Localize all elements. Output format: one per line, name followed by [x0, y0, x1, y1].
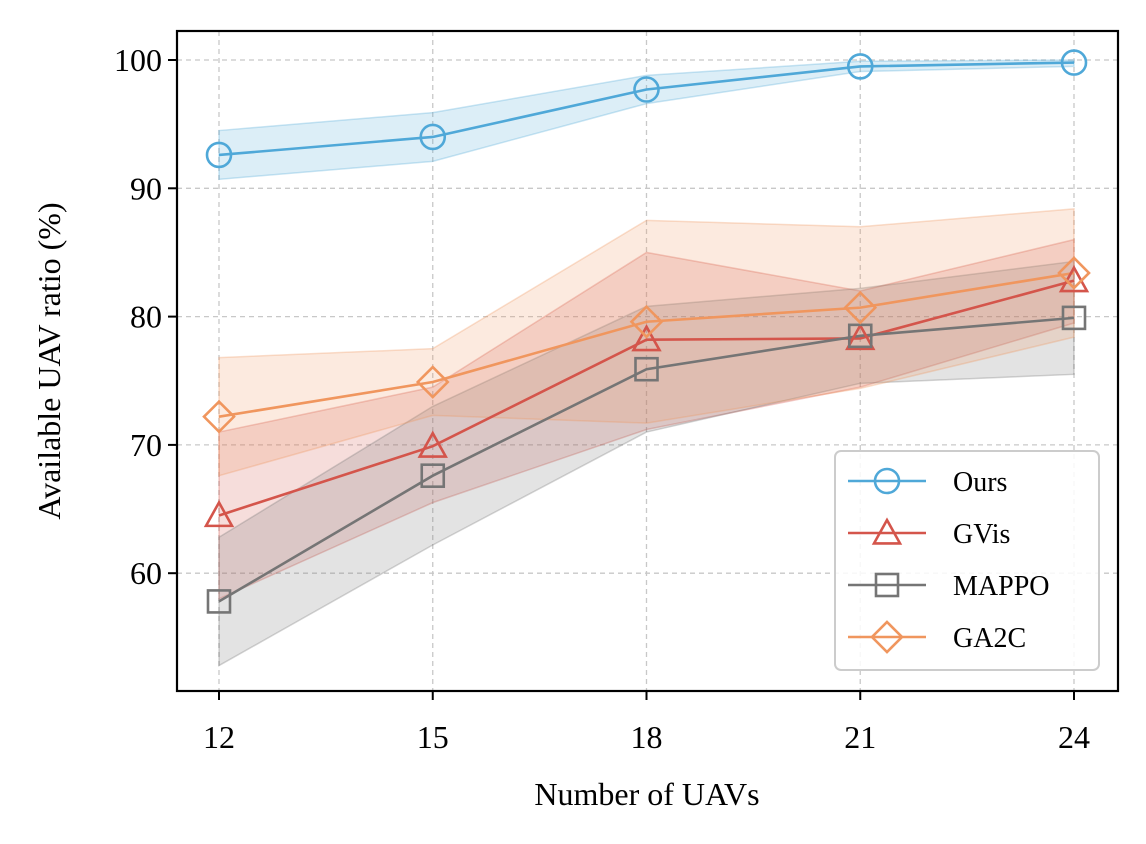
- y-tick-label: 80: [130, 299, 162, 335]
- line-ours: [218, 61, 1075, 157]
- legend-marker-ours: [873, 467, 901, 495]
- y-tick-label: 100: [114, 42, 162, 78]
- y-tick-label: 90: [130, 170, 162, 206]
- y-axis-ticks: 60 70 80 90 100: [114, 42, 177, 591]
- point-mappo: [420, 463, 446, 488]
- x-tick-label: 24: [1058, 719, 1090, 755]
- y-tick-label: 70: [130, 427, 162, 463]
- point-ga2c: [1057, 256, 1091, 290]
- point-mappo: [634, 356, 659, 382]
- point-mappo: [1061, 305, 1087, 331]
- x-axis-title: Number of UAVs: [534, 776, 759, 812]
- point-ours: [419, 123, 447, 151]
- point-ga2c: [202, 399, 236, 434]
- legend-label-gvis: GVis: [953, 519, 1010, 550]
- point-gvis: [203, 499, 235, 528]
- legend-label-ours: Ours: [953, 467, 1007, 498]
- y-axis-title: Available UAV ratio (%): [31, 202, 67, 519]
- point-ga2c: [415, 365, 450, 399]
- point-mappo: [206, 589, 232, 614]
- legend-marker-ga2c: [870, 620, 904, 654]
- line-gvis: [218, 279, 1075, 517]
- line-ga2c: [218, 271, 1075, 418]
- point-ours: [633, 76, 660, 103]
- point-gvis: [1058, 264, 1090, 293]
- point-gvis: [631, 324, 662, 352]
- legend-marker-mappo: [874, 572, 900, 598]
- point-ours: [205, 141, 233, 169]
- band-mappo: [218, 260, 1075, 667]
- legend-box: [834, 450, 1100, 671]
- point-ga2c: [843, 290, 878, 325]
- legend-label-ga2c: GA2C: [953, 623, 1026, 654]
- x-axis-ticks: 12 15 18 21 24: [203, 691, 1090, 755]
- band-ga2c: [218, 208, 1075, 477]
- point-ours: [1060, 49, 1088, 76]
- x-tick-label: 18: [631, 719, 663, 755]
- point-ga2c: [629, 304, 664, 339]
- x-tick-label: 15: [417, 719, 449, 755]
- line-mappo: [218, 316, 1075, 603]
- y-tick-label: 60: [130, 555, 162, 591]
- point-mappo: [847, 323, 873, 349]
- series-lines: [218, 61, 1075, 603]
- x-tick-label: 21: [844, 719, 876, 755]
- legend-label-mappo: MAPPO: [953, 571, 1049, 602]
- legend-marker-gvis: [871, 517, 903, 545]
- legend: Ours GVis MAPPO GA2C: [834, 450, 1100, 671]
- x-tick-label: 12: [203, 719, 235, 755]
- point-ours: [846, 53, 874, 80]
- point-gvis: [845, 322, 876, 351]
- point-gvis: [417, 430, 448, 458]
- series-markers: [202, 49, 1091, 614]
- band-gvis: [218, 238, 1075, 601]
